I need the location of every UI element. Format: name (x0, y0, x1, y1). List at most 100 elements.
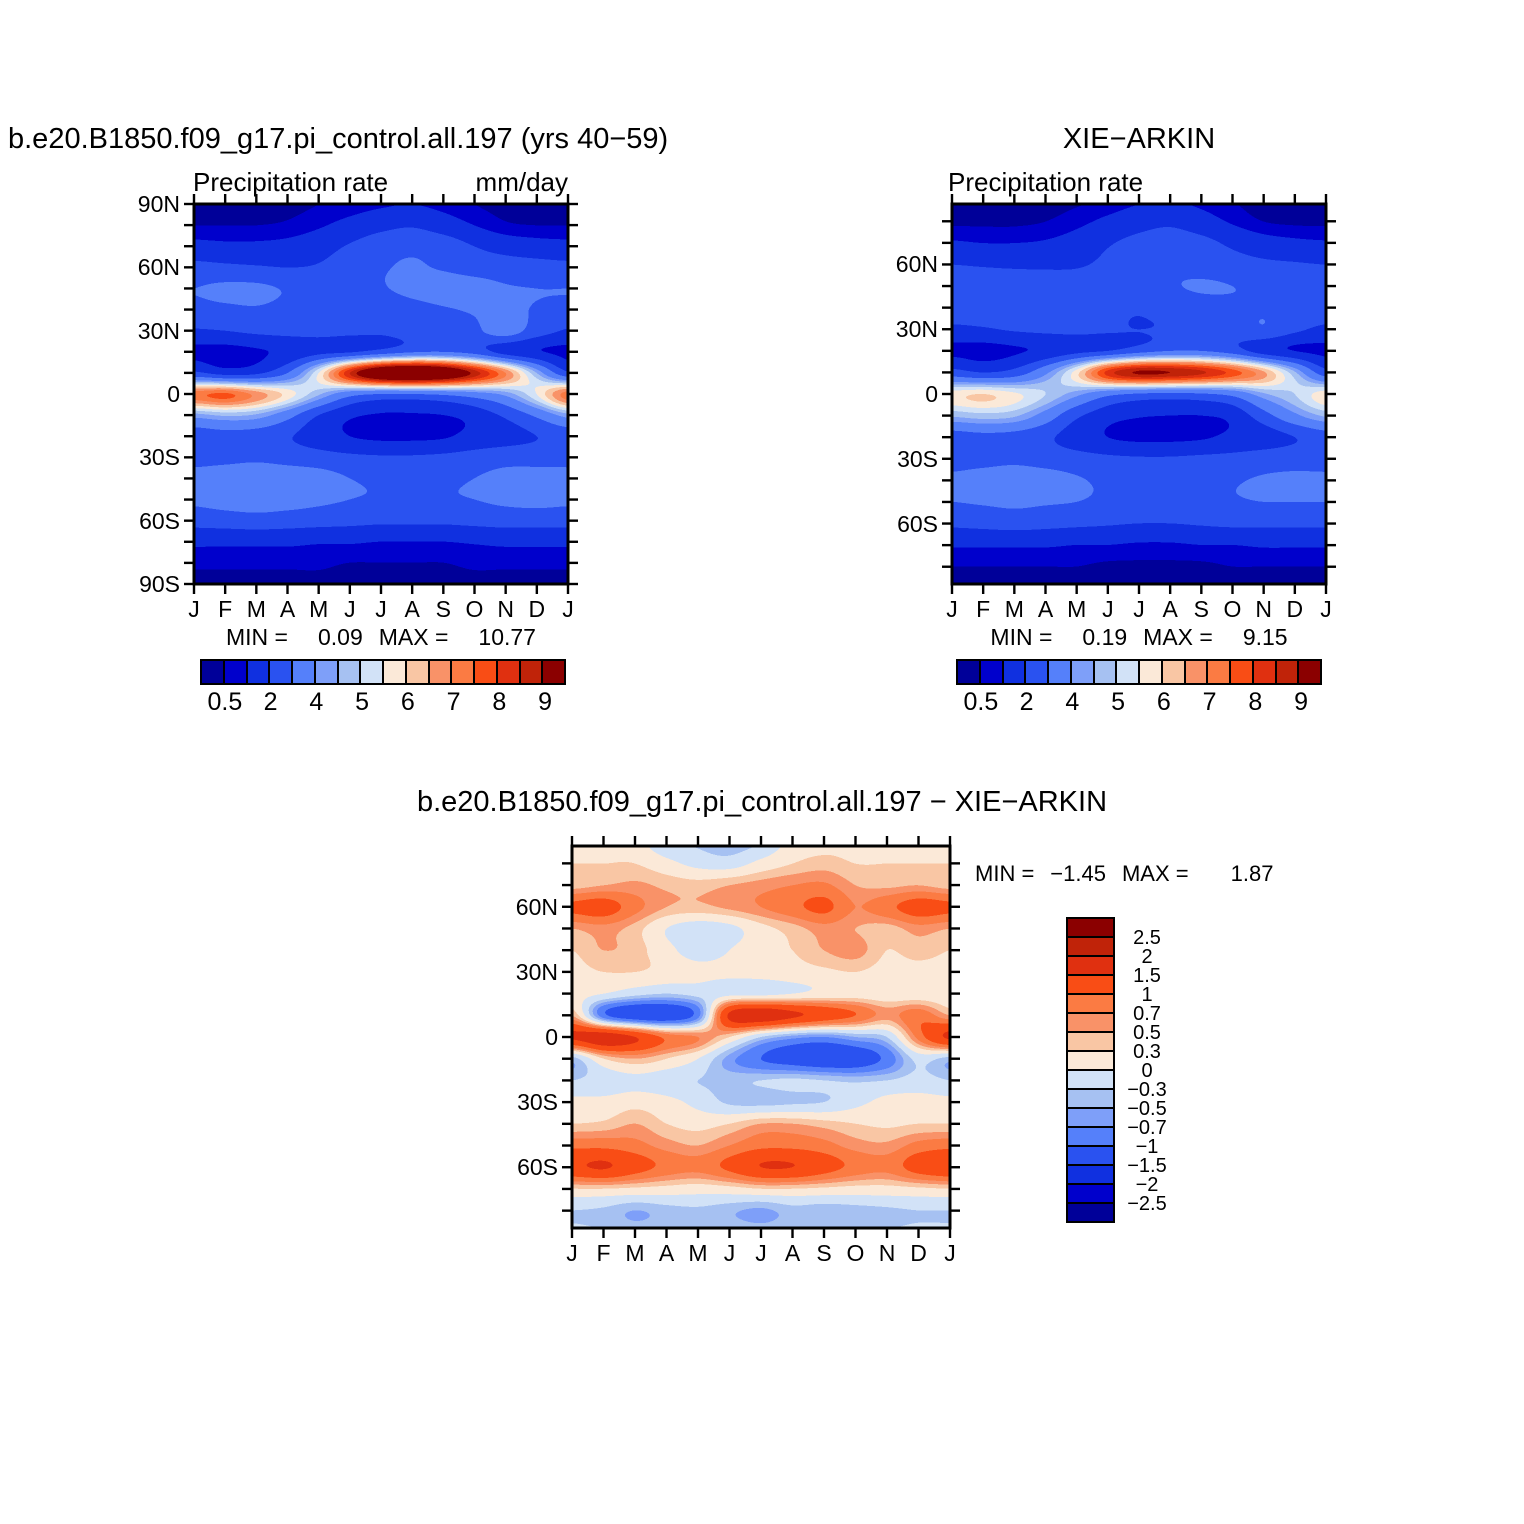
diff-lat-tick-label: 0 (545, 1024, 558, 1050)
model-variable-label: Precipitation rate (193, 167, 389, 197)
model-month-tick-label: D (528, 596, 546, 622)
axis-frame-and-ticks (562, 836, 960, 1238)
colorbar-box (1068, 1166, 1113, 1185)
obs-month-tick-label: A (1162, 596, 1178, 622)
diff-colorbar-tick-label: −2 (1135, 1174, 1159, 1196)
colorbar-box (1206, 661, 1229, 683)
model-month-tick-label: O (465, 596, 484, 622)
diff-plot-area (562, 836, 960, 1238)
colorbar-tick-label: 6 (1156, 688, 1171, 716)
model-min-value: 0.09 (317, 624, 363, 650)
colorbar-box (1297, 661, 1320, 683)
obs-month-tick-label: S (1193, 596, 1209, 622)
colorbar-box (978, 661, 1002, 683)
diff-lat-tick-label: 30N (515, 958, 558, 985)
obs-max-value: 9.15 (1242, 624, 1288, 650)
colorbar-box (382, 661, 405, 683)
diff-month-tick-label: M (625, 1240, 645, 1266)
model-month-tick-label: S (435, 596, 451, 622)
colorbar-box (1069, 661, 1093, 683)
diff-colorbar-tick-label: −1.5 (1127, 1155, 1167, 1177)
colorbar-tick-label: 9 (1294, 688, 1309, 716)
diff-min-label: MIN = (975, 861, 1035, 886)
diff-month-tick-label: D (910, 1240, 927, 1266)
obs-month-tick-label: O (1223, 596, 1242, 622)
diff-colorbar (1066, 917, 1115, 1223)
axis-frame-and-ticks (942, 194, 1336, 594)
model-lat-tick-label: 90S (139, 571, 180, 597)
model-lat-tick-label: 0 (167, 381, 180, 407)
obs-month-tick-label: M (1004, 596, 1024, 622)
diff-colorbar-tick-label: 2.5 (1133, 927, 1161, 949)
diff-month-tick-label: A (658, 1240, 675, 1266)
colorbar-tick-label: 4 (309, 688, 324, 716)
colorbar-box (1115, 661, 1138, 683)
obs-min-value: 0.19 (1082, 624, 1128, 650)
obs-minmax: MIN = 0.19 MAX = 9.15 (952, 624, 1326, 651)
diff-month-tick-label: M (688, 1240, 708, 1266)
model-month-tick-label: J (344, 596, 356, 622)
colorbar-box (427, 661, 451, 683)
colorbar-box (1068, 1052, 1113, 1071)
diff-month-tick-label: F (596, 1240, 611, 1266)
model-max-label: MAX = (378, 624, 449, 650)
colorbar-box (1068, 1109, 1113, 1128)
diff-max-label: MAX = (1121, 861, 1189, 886)
model-month-tick-label: N (497, 596, 514, 622)
axis-frame-and-ticks (184, 194, 578, 594)
colorbar-box (1251, 661, 1275, 683)
diff-month-tick-label: J (755, 1240, 767, 1266)
diff-colorbar-tick-label: 0.3 (1133, 1041, 1161, 1063)
colorbar-tick-label: 2 (263, 688, 278, 716)
model-month-tick-label: F (218, 596, 233, 622)
model-units-label: mm/day (475, 167, 568, 197)
colorbar-box (1068, 976, 1113, 995)
obs-variable-label: Precipitation rate (948, 167, 1144, 197)
diff-month-tick-label: S (816, 1240, 832, 1266)
obs-max-label: MAX = (1143, 624, 1213, 650)
obs-month-tick-label: F (976, 596, 991, 622)
diff-colorbar-tick-label: 0.7 (1133, 1003, 1161, 1025)
colorbar-box (313, 661, 337, 683)
colorbar-box (1068, 1014, 1113, 1033)
colorbar-box (359, 661, 382, 683)
obs-colorbar (956, 659, 1322, 685)
diff-colorbar-tick-label: 0 (1141, 1060, 1153, 1082)
colorbar-box (1068, 919, 1113, 938)
colorbar-box (222, 661, 246, 683)
diff-month-tick-label: N (878, 1240, 896, 1266)
colorbar-box (1001, 661, 1025, 683)
colorbar-tick-label: 7 (446, 688, 461, 716)
obs-month-tick-label: A (1037, 596, 1054, 622)
diff-month-tick-label: J (566, 1240, 578, 1266)
diff-colorbar-tick-label: 1.5 (1133, 965, 1161, 987)
colorbar-box (958, 661, 979, 683)
model-month-tick-label: M (309, 596, 329, 622)
diff-minmax: MIN = −1.45 MAX = 1.87 (975, 861, 1273, 887)
diff-colorbar-tick-label: −0.7 (1127, 1117, 1167, 1139)
diff-max-value: 1.87 (1230, 861, 1274, 886)
colorbar-tick-label: 2 (1019, 688, 1034, 716)
colorbar-box (518, 661, 542, 683)
model-panel-title: b.e20.B1850.f09_g17.pi_control.all.197 (… (8, 123, 669, 155)
obs-month-tick-label: N (1255, 596, 1272, 622)
obs-lat-tick-label: 30N (895, 316, 938, 343)
model-lat-tick-label: 30N (137, 317, 180, 344)
obs-month-tick-label: D (1286, 596, 1304, 622)
obs-min-label: MIN = (990, 624, 1053, 650)
colorbar-tick-label: 0.5 (207, 688, 243, 716)
colorbar-box (495, 661, 519, 683)
colorbar-box (202, 661, 223, 683)
model-lat-tick-label: 30S (139, 444, 180, 471)
diff-contour-canvas (572, 846, 950, 1228)
model-max-value: 10.77 (478, 624, 536, 650)
colorbar-tick-label: 9 (538, 688, 553, 716)
diff-colorbar-tick-label: −0.5 (1127, 1098, 1167, 1120)
model-lat-tick-label: 60N (137, 254, 180, 281)
obs-contour-canvas (952, 204, 1326, 584)
diff-panel-title: b.e20.B1850.f09_g17.pi_control.all.197 −… (416, 786, 1108, 818)
obs-lat-tick-label: 30S (897, 445, 938, 472)
obs-lat-tick-label: 0 (925, 381, 938, 407)
diff-month-tick-label: J (723, 1240, 736, 1266)
